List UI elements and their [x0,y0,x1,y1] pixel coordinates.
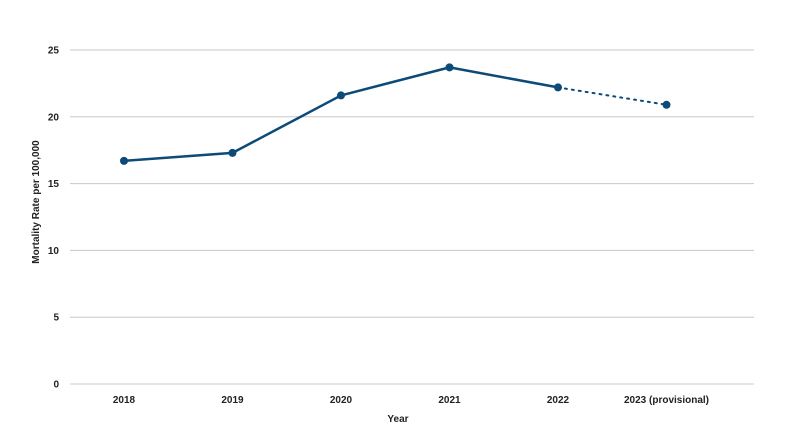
series-line-dotted [557,86,668,106]
data-points [120,63,671,165]
x-tick-label: 2021 [438,395,461,406]
x-axis-ticks: 2018 2019 2020 2021 2022 2023 (provisional) [113,395,709,406]
y-tick-label: 0 [53,380,59,391]
data-point-2023 [662,100,671,109]
series-lines [122,66,668,163]
y-tick-label: 25 [48,46,60,57]
data-point-2019 [228,148,237,157]
y-tick-label: 5 [53,313,59,324]
x-axis-title: Year [387,414,408,425]
y-tick-label: 20 [48,112,60,123]
gridlines [70,49,754,385]
y-axis-ticks: 0 5 10 15 20 25 [48,46,60,391]
data-point-2018 [120,156,128,165]
y-tick-label: 15 [48,179,60,190]
data-point-2020 [337,91,345,100]
x-tick-label: 2022 [547,395,570,406]
y-axis-title: Mortality Rate per 100,000 [31,140,42,264]
data-point-2022 [554,83,562,92]
x-tick-label: 2023 (provisional) [624,395,709,406]
y-tick-label: 10 [48,246,60,257]
data-point-2021 [445,63,454,72]
x-tick-label: 2020 [330,395,353,406]
x-tick-label: 2019 [221,395,244,406]
x-tick-label: 2018 [113,395,136,406]
series-line-solid [122,66,560,163]
